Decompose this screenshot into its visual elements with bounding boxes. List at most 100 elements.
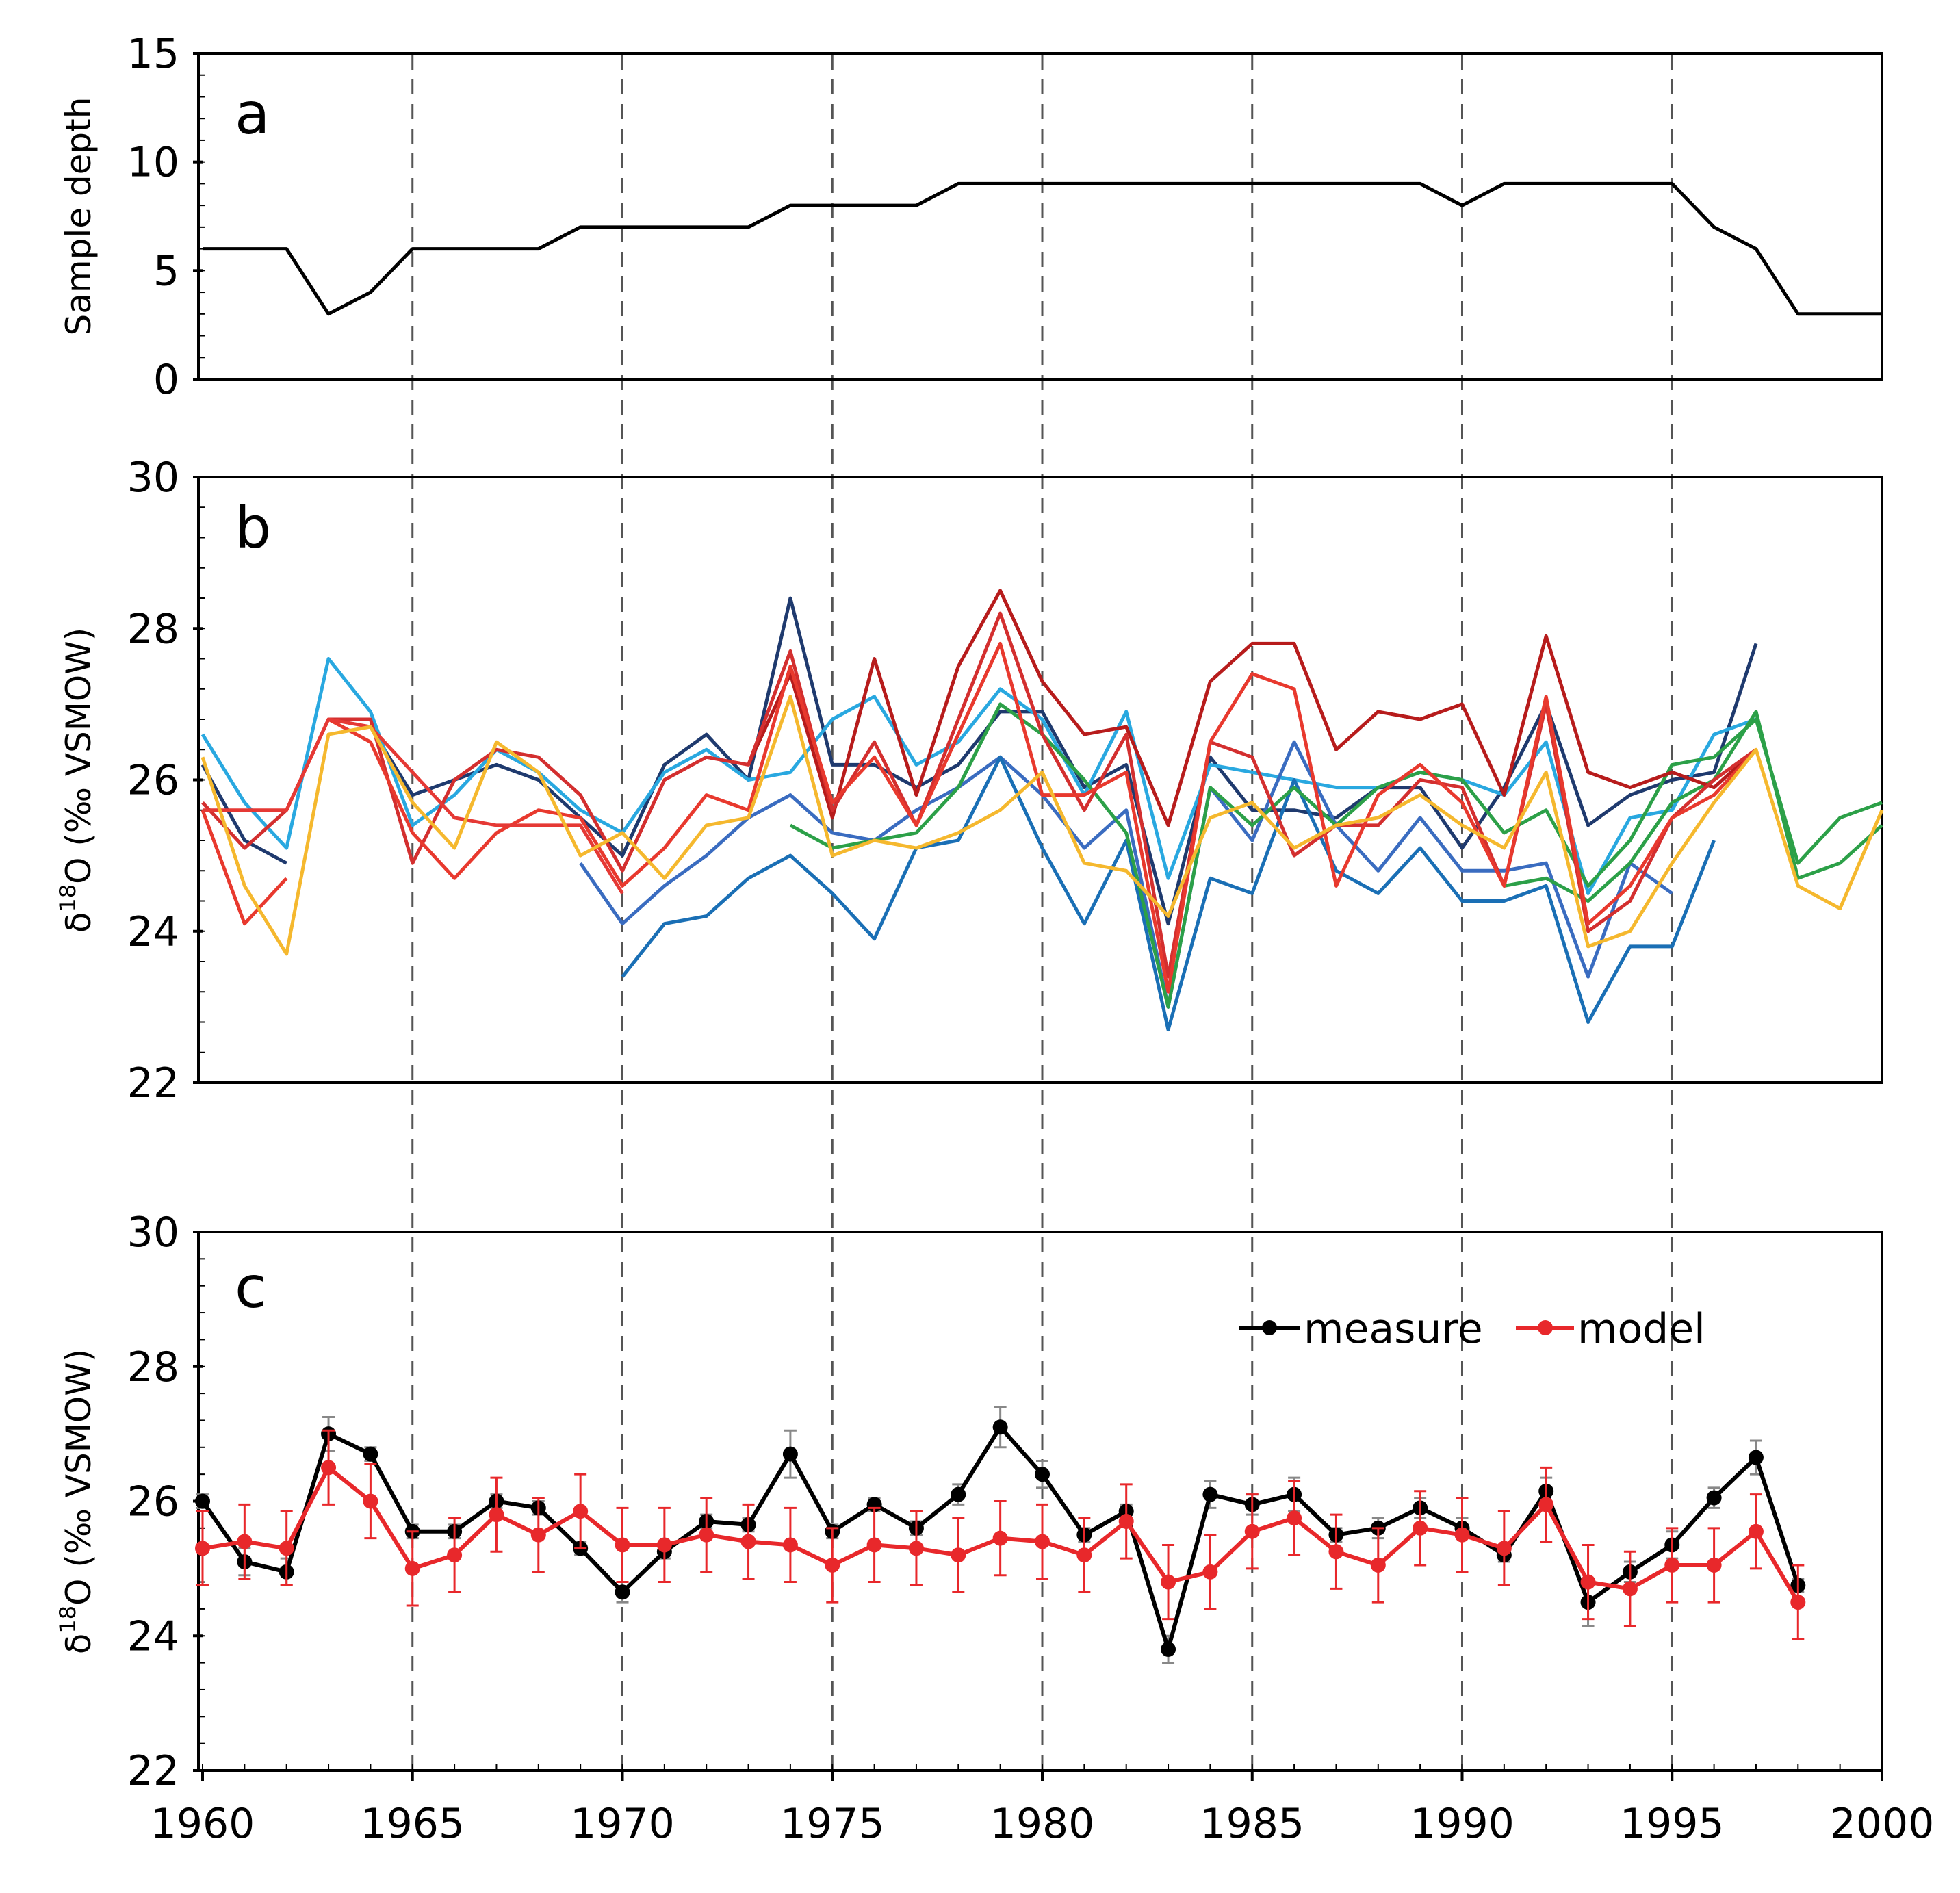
point-model bbox=[1748, 1523, 1764, 1539]
panel-c-letter: c bbox=[235, 1254, 266, 1321]
point-measure bbox=[195, 1493, 210, 1509]
legend-measure-marker bbox=[1262, 1320, 1277, 1335]
point-model bbox=[1496, 1541, 1512, 1556]
y-tick-label: 28 bbox=[127, 1343, 179, 1391]
panel-b-ylabel-sup: 18 bbox=[55, 884, 81, 912]
panel-c-ylabel-sup: 18 bbox=[55, 1606, 81, 1634]
point-model bbox=[1328, 1544, 1344, 1560]
series-line-core-9 bbox=[203, 717, 624, 894]
y-tick-label: 5 bbox=[153, 247, 179, 295]
legend: measure model bbox=[1239, 1305, 1705, 1353]
series-line-sample-depth bbox=[203, 181, 1882, 316]
y-tick-label: 30 bbox=[127, 1209, 179, 1257]
y-tick-label: 22 bbox=[127, 1747, 179, 1795]
point-model bbox=[363, 1493, 378, 1509]
panel-a-letter: a bbox=[235, 80, 270, 147]
series-line-core-1b bbox=[369, 596, 1758, 926]
panel-a-y-ticks: 0 5 10 15 bbox=[127, 30, 205, 404]
point-model bbox=[1538, 1497, 1554, 1512]
point-model bbox=[1161, 1574, 1176, 1590]
panel-b-y-ticks: 22 24 26 28 30 bbox=[127, 454, 205, 1107]
point-model bbox=[615, 1537, 630, 1553]
point-model bbox=[1413, 1520, 1428, 1536]
panel-b-ylabel: δ18O (‰ VSMOW) bbox=[55, 628, 99, 933]
series-line-core-3 bbox=[579, 740, 1673, 1009]
point-model bbox=[1118, 1514, 1134, 1530]
x-tick-label: 1960 bbox=[151, 1800, 255, 1848]
point-measure bbox=[1161, 1641, 1176, 1657]
panel-b-series bbox=[201, 589, 1884, 1032]
series-line-core-10 bbox=[201, 695, 1884, 956]
point-model bbox=[530, 1527, 546, 1543]
panel-a-series bbox=[203, 181, 1882, 316]
y-tick-label: 24 bbox=[127, 1612, 179, 1660]
x-tick-label: 2000 bbox=[1830, 1800, 1935, 1848]
panel-c-y-ticks: 22 24 26 28 30 bbox=[127, 1209, 205, 1795]
panel-c-series bbox=[195, 1406, 1806, 1664]
point-model bbox=[908, 1541, 924, 1556]
point-model bbox=[1076, 1547, 1092, 1563]
y-tick-label: 15 bbox=[127, 30, 179, 78]
y-tick-label: 30 bbox=[127, 454, 179, 502]
y-tick-label: 26 bbox=[127, 757, 179, 805]
point-model bbox=[279, 1541, 294, 1556]
point-model bbox=[1664, 1557, 1680, 1573]
point-model bbox=[656, 1537, 672, 1553]
point-model bbox=[866, 1537, 882, 1553]
x-axis-ticks: 1960 1965 1970 1975 1980 1985 1990 1995 2000 bbox=[151, 1764, 1935, 1848]
panel-a: 0 5 10 15 a Sample depth bbox=[59, 30, 1883, 404]
series-line-core-2 bbox=[201, 657, 1757, 895]
y-tick-label: 22 bbox=[127, 1059, 179, 1107]
point-measure bbox=[1035, 1467, 1050, 1482]
point-model bbox=[404, 1560, 420, 1576]
point-model bbox=[489, 1507, 504, 1523]
point-measure bbox=[363, 1446, 378, 1462]
point-model bbox=[447, 1547, 463, 1563]
point-measure bbox=[1706, 1490, 1722, 1506]
x-tick-label: 1995 bbox=[1620, 1800, 1725, 1848]
series-line-core-5b bbox=[1504, 710, 1883, 903]
x-tick-label: 1990 bbox=[1410, 1800, 1514, 1848]
point-model bbox=[1287, 1510, 1302, 1526]
point-model bbox=[740, 1534, 756, 1549]
point-measure bbox=[615, 1584, 630, 1600]
point-measure bbox=[782, 1446, 798, 1462]
point-measure bbox=[1202, 1486, 1218, 1502]
panel-a-ylabel: Sample depth bbox=[59, 97, 99, 336]
point-model bbox=[1244, 1523, 1260, 1539]
point-model bbox=[195, 1541, 210, 1556]
panel-a-frame bbox=[197, 52, 1883, 381]
x-tick-label: 1965 bbox=[360, 1800, 465, 1848]
point-model bbox=[237, 1534, 253, 1549]
x-tick-label: 1980 bbox=[990, 1800, 1095, 1848]
point-model bbox=[951, 1547, 966, 1563]
y-tick-label: 28 bbox=[127, 605, 179, 653]
y-tick-label: 0 bbox=[153, 356, 179, 404]
point-model bbox=[825, 1557, 840, 1573]
panel-b-ylabel-delta: δ bbox=[59, 912, 99, 933]
panel-b-ylabel-rest: O (‰ VSMOW) bbox=[59, 628, 99, 884]
point-model bbox=[1706, 1557, 1722, 1573]
series-line-core-4 bbox=[621, 755, 1716, 1032]
x-tick-label: 1970 bbox=[570, 1800, 675, 1848]
series-line-core-1 bbox=[201, 764, 287, 865]
legend-model-label: model bbox=[1577, 1305, 1705, 1353]
point-model bbox=[992, 1530, 1008, 1546]
legend-model-marker bbox=[1538, 1320, 1553, 1335]
y-tick-label: 10 bbox=[127, 139, 179, 187]
point-model bbox=[782, 1537, 798, 1553]
series-line-core-8 bbox=[201, 809, 288, 926]
panel-b: 22 24 26 28 30 b δ18O (‰ VSMOW) bbox=[55, 454, 1884, 1107]
point-model bbox=[1790, 1595, 1806, 1610]
point-model bbox=[1580, 1574, 1596, 1590]
year-gridlines bbox=[411, 55, 1673, 1769]
y-tick-label: 24 bbox=[127, 908, 179, 956]
point-model bbox=[1622, 1581, 1638, 1597]
point-model bbox=[573, 1504, 589, 1519]
point-measure bbox=[951, 1486, 966, 1502]
point-model bbox=[321, 1460, 337, 1476]
point-model bbox=[1035, 1534, 1050, 1549]
point-model bbox=[1454, 1527, 1470, 1543]
